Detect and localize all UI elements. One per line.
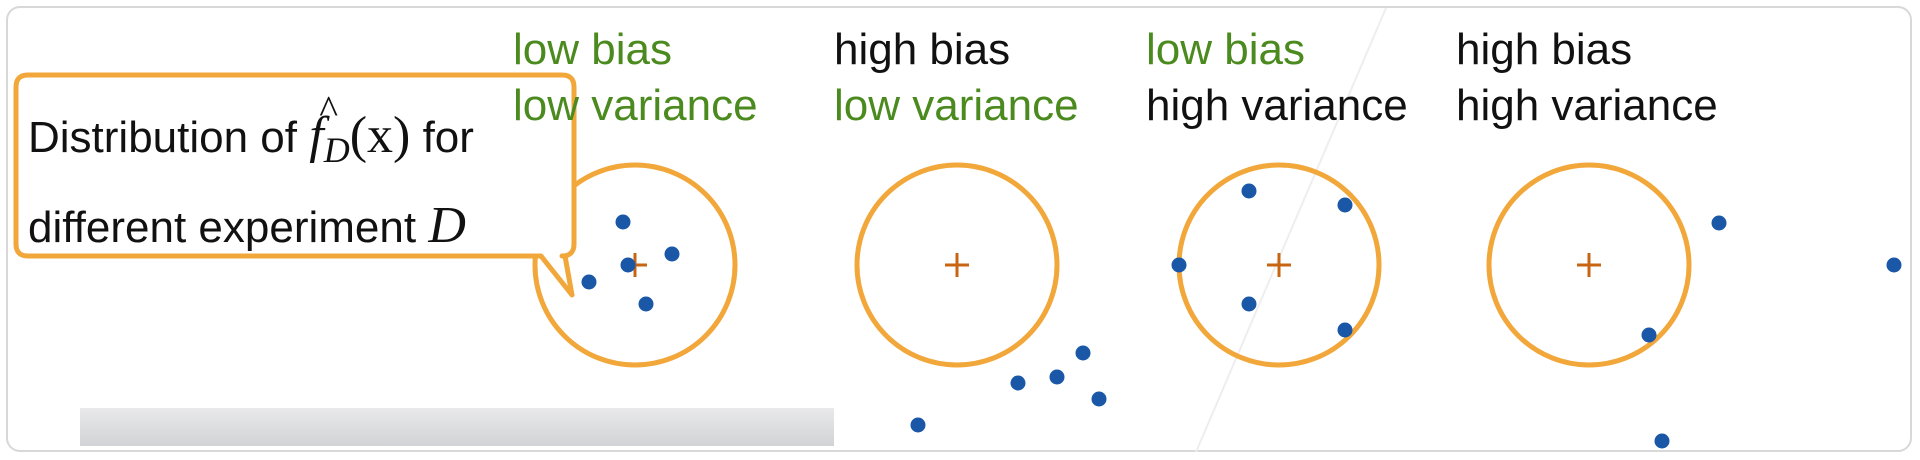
estimate-point [1091,391,1107,407]
label-line-1: high bias [1456,25,1633,74]
target-panel-1 [532,162,738,368]
estimate-point [664,246,680,262]
callout-formula: ^ fD(x) [309,87,411,170]
callout-arg: (x) [349,107,411,164]
callout-f: f [309,107,324,164]
estimate-point [1241,296,1257,312]
label-panel-3: low bias high variance [1146,22,1408,134]
estimate-point [1171,257,1187,273]
estimate-point [1337,322,1353,338]
target-panel-3 [1171,162,1382,368]
estimate-point [910,417,926,433]
callout-line2-var: D [428,197,466,254]
label-line-2: high variance [1146,81,1408,130]
callout-line2-text: different experiment [28,203,417,252]
true-value-marker [1577,253,1601,277]
callout-line-1: Distribution of ^ fD(x) for [28,87,568,188]
estimate-point [620,257,636,273]
label-line-1: low bias [1146,25,1305,74]
estimate-point [1049,369,1065,385]
callout-prefix: Distribution of [28,113,298,162]
estimate-point [1641,327,1657,343]
callout-bubble [13,72,577,298]
estimate-point [1337,197,1353,213]
true-value-marker [945,253,969,277]
callout-subscript: D [323,130,350,170]
estimate-point [615,214,631,230]
estimate-point [1711,215,1727,231]
label-line-2: high variance [1456,81,1718,130]
estimate-point [1886,257,1902,273]
label-line-2: low variance [834,81,1079,130]
target-ring [1486,162,1692,368]
label-panel-1: low bias low variance [513,22,758,134]
label-line-2: low variance [513,81,758,130]
callout-line-2: different experiment D [28,188,568,266]
label-panel-4: high bias high variance [1456,22,1718,134]
callout-text: Distribution of ^ fD(x) for different exp… [28,87,568,266]
estimate-point [638,296,654,312]
estimate-point [1075,345,1091,361]
estimate-point [1010,375,1026,391]
true-value-marker [1267,253,1291,277]
target-panel-4 [1486,162,1902,449]
target-panel-2 [854,162,1107,433]
label-line-1: high bias [834,25,1011,74]
target-ring [854,162,1060,368]
estimate-point [1241,183,1257,199]
target-ring [532,162,738,368]
estimate-point [1654,433,1670,449]
callout-suffix: for [422,113,474,162]
diagonal-divider [1195,7,1387,453]
estimate-point [581,274,597,290]
label-line-1: low bias [513,25,672,74]
callout-hat: ^ [319,87,339,132]
gray-bar [80,408,834,446]
label-panel-2: high bias low variance [834,22,1079,134]
